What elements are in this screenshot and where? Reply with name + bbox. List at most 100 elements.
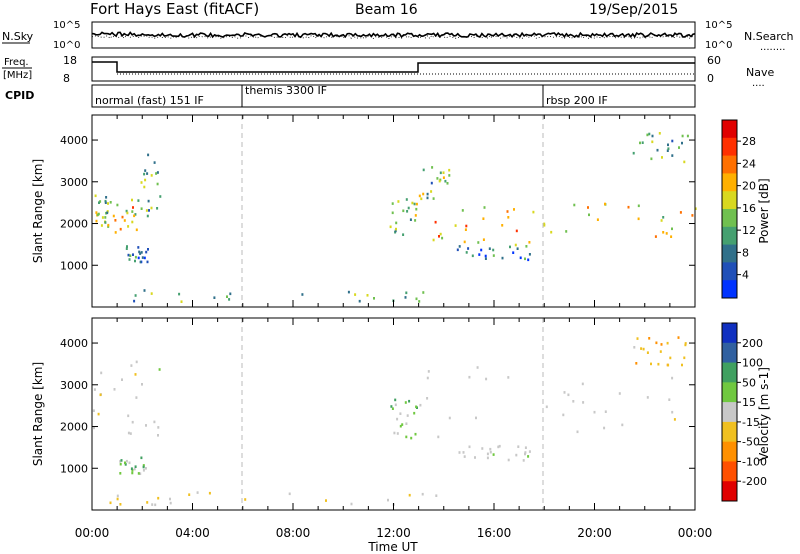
echo-cell [410,436,413,440]
echo-cell [467,247,470,250]
echo-cell [93,426,95,430]
echo-cell [456,248,459,252]
echo-cell [414,432,417,436]
power-x-ticks [91,115,696,307]
echo-cell [169,501,172,505]
freq-tick-high: 18 [63,54,77,67]
echo-cell [147,153,150,157]
echo-cell [635,362,638,365]
echo-cell [137,246,140,249]
echo-cell [116,494,119,498]
colorbar-segment [722,342,737,364]
echo-cell [465,251,468,254]
echo-cell [401,423,404,426]
echo-cell [288,492,291,496]
echo-cell [132,206,134,209]
echo-cell [107,223,110,227]
echo-cell [444,179,447,183]
echo-cell [448,168,451,172]
echo-cell [475,416,477,420]
echo-cell [572,400,575,403]
noise-tick-high-right: 10^5 [705,20,732,31]
y-tick-label: 3000 [60,176,88,189]
echo-cell [485,377,488,381]
colorbar-segment [722,155,737,174]
echo-cell [396,432,399,435]
echo-cell [142,465,145,469]
colorbar-segment [722,191,737,210]
velocity-y-axis: 1000 2000 3000 4000 [60,337,695,475]
colorbar-segment [722,441,737,462]
echo-cell [694,207,697,210]
echo-cell [121,378,123,381]
echo-cell [394,229,397,233]
echo-cell [671,154,674,157]
colorbar-segment [722,402,737,423]
echo-cell [119,460,122,463]
echo-cell [484,257,487,260]
echo-cell [131,198,133,202]
echo-cell [157,496,160,500]
cpid-mode-rbsp: rbsp 200 IF [546,94,608,107]
echo-cell [484,254,487,258]
colorbar-segment [722,209,737,228]
echo-cell [143,185,146,189]
echo-cell [662,231,665,234]
echo-cell [666,341,669,345]
echo-cell [567,393,570,397]
echo-cell [465,224,468,228]
echo-cell [135,228,138,232]
echo-cell [408,493,411,497]
echo-cell [427,370,430,373]
echo-cell [646,396,649,399]
echo-cell [436,177,439,180]
echo-cell [135,360,138,364]
echo-cell [515,453,518,457]
noise-traces [91,31,696,40]
echo-cell [226,295,228,298]
echo-cell [373,297,375,300]
cpid-label: CPID [5,89,34,102]
echo-cell [131,469,134,472]
echo-cell [650,362,652,366]
echo-cell [134,255,137,259]
echo-cell [446,182,449,185]
echo-cell [659,350,662,353]
echo-cell [679,211,682,214]
echo-cell [480,248,483,252]
echo-cell [156,182,159,186]
x-axis-labels: 00:00 04:00 08:00 12:00 16:00 20:00 00:00 [75,526,713,540]
echo-cell [471,254,474,258]
echo-cell [477,241,480,244]
echo-cell [97,412,100,416]
echo-cell [573,203,576,207]
echo-cell [119,472,122,475]
echo-cell [468,375,471,379]
echo-cell [354,293,357,296]
echo-cell [654,235,657,238]
echo-cell [141,256,144,259]
noise-panel: N.Sky 10^5 10^0 10^5 10^0 N.Search .....… [2,20,794,53]
velocity-scatter [92,336,687,507]
echo-cell [519,256,522,260]
echo-cell [668,398,671,401]
noise-search-trace [91,34,696,40]
echo-cell [528,241,531,244]
echo-cell [418,194,421,198]
echo-cell [489,450,492,454]
echo-cell [109,201,112,204]
echo-cell [147,248,149,251]
date-title: 19/Sep/2015 [589,2,678,18]
echo-cell [651,140,654,144]
echo-cell [662,216,665,219]
echo-cell [139,252,142,255]
echo-cell [651,134,654,138]
echo-cell [147,199,150,203]
echo-cell [139,260,142,264]
echo-cell [325,499,327,502]
echo-cell [509,245,511,249]
echo-cell [131,220,134,224]
echo-cell [411,201,414,205]
echo-cell [667,143,669,147]
x-tick-label: 04:00 [175,526,210,540]
